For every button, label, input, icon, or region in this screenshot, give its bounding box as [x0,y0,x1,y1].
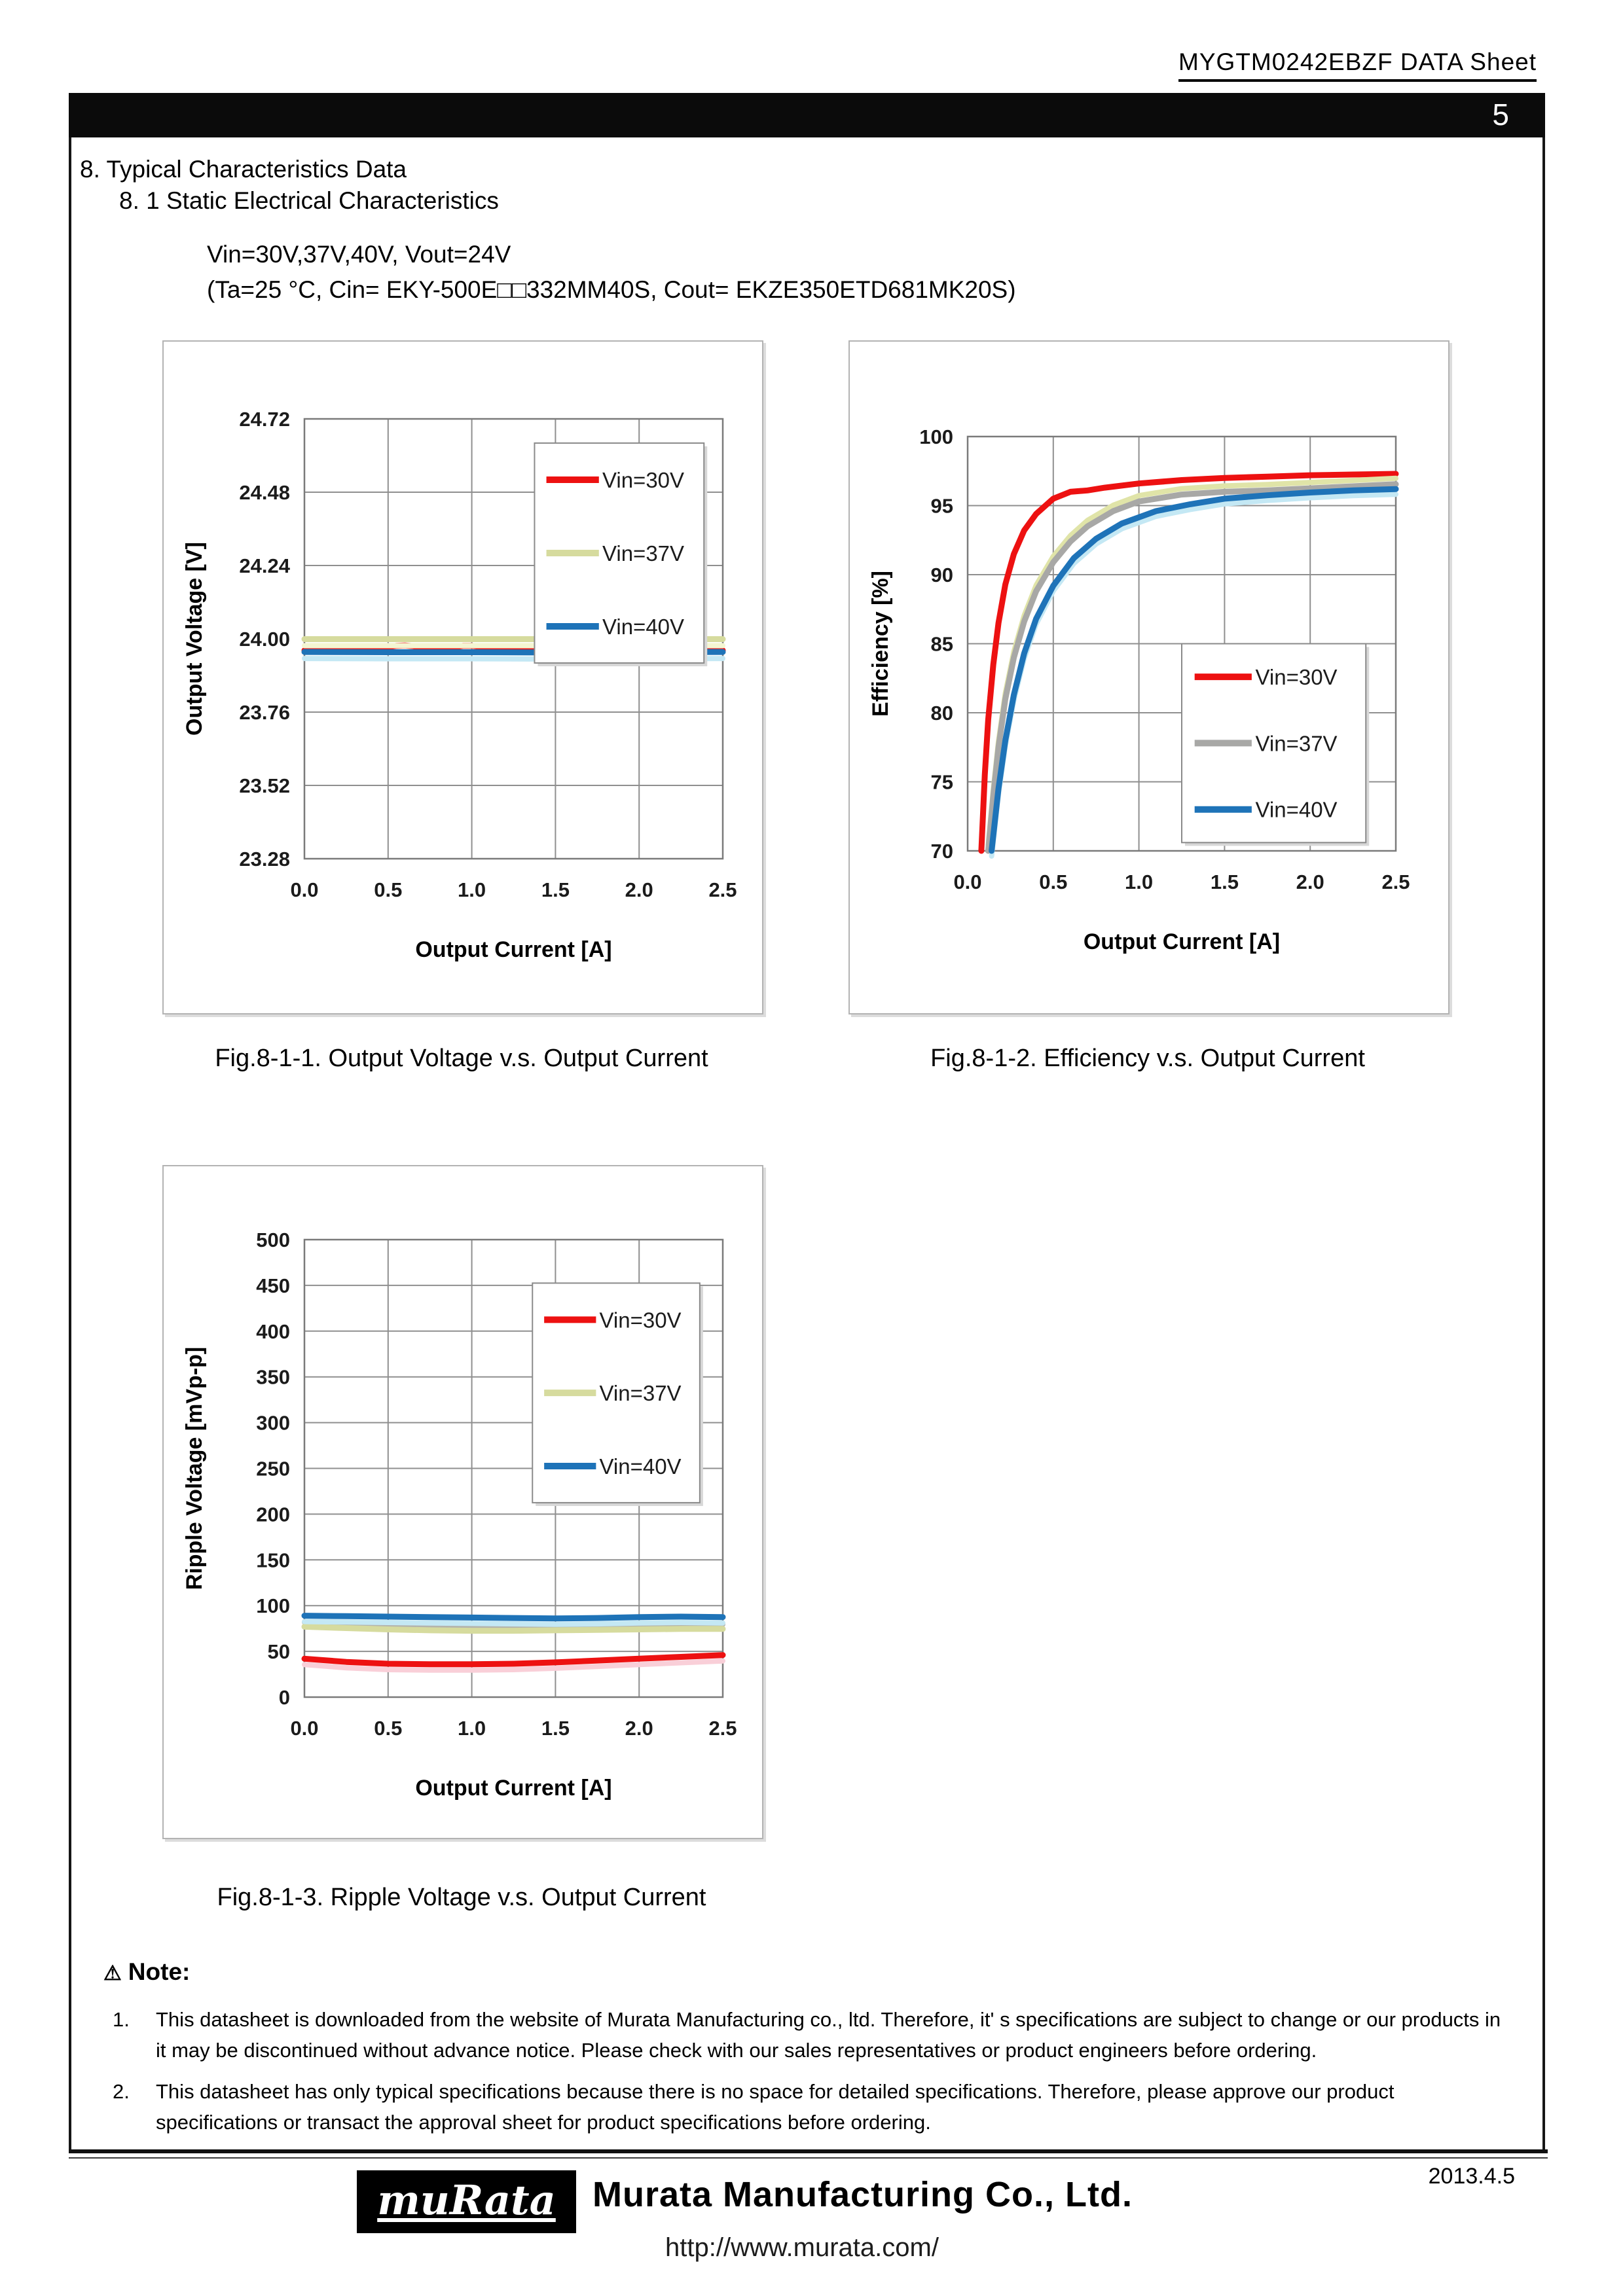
x-tick-label: 1.5 [541,1717,570,1740]
x-tick-label: 0.0 [953,870,981,893]
chart-svg: 0.0 0.5 1.0 1.5 2.0 2.5 0 50 100 150 200 250 300 350 4… [182,1229,737,1801]
x-tick-label: 0.0 [290,1717,318,1740]
x-tick-label: 1.0 [458,1717,486,1740]
series-line-vin-40v [301,1613,726,1622]
plot-border [966,435,1397,852]
section-heading: 8. Typical Characteristics Data [80,156,407,183]
chart-output-voltage-vs-output-current: 0.0 0.5 1.0 1.5 2.0 2.5 23.28 23.52 23.76 24.00 24… [162,340,763,1014]
page-bottom-border-thin [69,2157,1548,2159]
page-number-bar: 5 [69,93,1545,137]
series-line-vin-37v [985,481,1399,854]
y-tick-label: 24.24 [239,554,290,577]
y-tick-label: 450 [256,1274,290,1297]
y-tick-label: 70 [931,840,953,863]
y-tick-label: 24.48 [239,481,290,504]
x-tick-label: 2.5 [1381,870,1410,893]
y-tick-label: 80 [931,702,953,725]
test-condition-line-2: (Ta=25 °C, Cin= EKY-500E□□332MM40S, Cout… [207,276,1016,303]
x-tick-label: 0.5 [374,1717,402,1740]
legend-label: Vin=30V [602,468,684,492]
y-tick-label: 400 [256,1320,290,1343]
chart-svg: 0.0 0.5 1.0 1.5 2.0 2.5 23.28 23.52 23.76 24.00 24… [182,408,737,962]
chart-svg: 0.0 0.5 1.0 1.5 2.0 2.5 70 75 80 85 90 95 100 Vin=30V… [868,425,1410,954]
page-number: 5 [1492,98,1509,132]
x-tick-label: 2.0 [1296,870,1324,893]
legend-label: Vin=30V [1255,665,1337,689]
y-tick-label: 24.72 [239,408,290,431]
note-item-text: This datasheet is downloaded from the we… [156,2008,1501,2062]
warning-icon: ⚠ [103,1962,122,1984]
page-bottom-border-thick [69,2149,1548,2153]
figure-caption-8-1-3: Fig.8-1-3. Ripple Voltage v.s. Output Cu… [217,1884,706,1911]
y-tick-label: 150 [256,1549,290,1571]
y-tick-label: 23.52 [239,774,290,797]
legend-label: Vin=40V [599,1454,681,1479]
murata-logo-text: muRata [377,2176,556,2224]
x-tick-label: 2.0 [625,878,653,901]
note-heading: ⚠ Note: [103,1958,190,1986]
y-tick-label: 250 [256,1458,290,1480]
figure-caption-8-1-1: Fig.8-1-1. Output Voltage v.s. Output Cu… [215,1045,708,1072]
y-tick-label: 95 [931,495,953,518]
x-tick-label: 1.5 [1211,870,1239,893]
y-axis-title: Output Voltage [V] [182,542,207,736]
y-tick-label: 50 [268,1640,290,1663]
x-tick-label: 1.0 [458,878,486,901]
y-axis-title: Ripple Voltage [mVp-p] [182,1347,207,1590]
company-url: http://www.murata.com/ [665,2233,939,2262]
note-item-text: This datasheet has only typical specific… [156,2080,1395,2134]
y-axis-title: Efficiency [%] [868,571,893,717]
y-tick-label: 0 [279,1686,290,1709]
note-item-number: 1. [113,2008,130,2031]
document-title: MYGTM0242EBZF DATA Sheet [1178,48,1537,82]
y-tick-label: 23.76 [239,701,290,724]
y-tick-label: 23.28 [239,848,290,870]
series-line-vin-30v [301,1652,726,1668]
y-tick-label: 200 [256,1503,290,1526]
y-tick-label: 500 [256,1229,290,1251]
note-heading-label: Note: [128,1958,191,1985]
legend-label: Vin=37V [599,1381,681,1405]
x-tick-label: 1.0 [1125,870,1153,893]
x-axis-title: Output Current [A] [1084,929,1280,954]
x-tick-label: 2.0 [625,1717,653,1740]
figure-caption-8-1-2: Fig.8-1-2. Efficiency v.s. Output Curren… [930,1045,1365,1072]
subsection-heading: 8. 1 Static Electrical Characteristics [119,187,499,214]
x-axis-title: Output Current [A] [415,1776,611,1801]
y-tick-label: 350 [256,1366,290,1389]
y-tick-label: 100 [256,1594,290,1617]
content-frame-border [69,137,1545,2149]
chart-efficiency-vs-output-current: 0.0 0.5 1.0 1.5 2.0 2.5 70 75 80 85 90 95 100 Vin=30V… [848,340,1450,1014]
x-axis-title: Output Current [A] [415,937,611,962]
x-tick-label: 2.5 [708,878,737,901]
test-condition-line-1: Vin=30V,37V,40V, Vout=24V [207,241,511,268]
series-line-vin-37v [301,1623,726,1634]
legend-label: Vin=30V [599,1308,681,1332]
x-tick-label: 0.5 [1039,870,1067,893]
legend-label: Vin=37V [1255,731,1337,755]
series-line-vin-40v [989,486,1399,854]
series-line-vin-30v [978,471,1399,854]
legend-label: Vin=40V [1255,798,1337,822]
series-line-shadow [302,1658,725,1673]
y-tick-label: 90 [931,564,953,586]
y-tick-label: 85 [931,633,953,656]
y-tick-label: 24.00 [239,628,290,651]
chart-ripple-voltage-vs-output-current: 0.0 0.5 1.0 1.5 2.0 2.5 0 50 100 150 200 250 300 350 4… [162,1165,763,1839]
legend-label: Vin=40V [602,615,684,639]
x-tick-label: 2.5 [708,1717,737,1740]
plot-border [303,1238,724,1698]
series-line-shadow [302,1619,725,1627]
y-tick-label: 300 [256,1412,290,1435]
x-tick-label: 1.5 [541,878,570,901]
company-name: Murata Manufacturing Co., Ltd. [593,2175,1133,2214]
legend-label: Vin=37V [602,541,684,565]
y-tick-label: 75 [931,771,953,794]
murata-logo: muRata [357,2170,576,2233]
note-item-number: 2. [113,2080,130,2103]
x-tick-label: 0.5 [374,878,402,901]
x-tick-label: 0.0 [290,878,318,901]
revision-date: 2013.4.5 [1428,2164,1515,2189]
y-tick-label: 100 [919,425,953,448]
